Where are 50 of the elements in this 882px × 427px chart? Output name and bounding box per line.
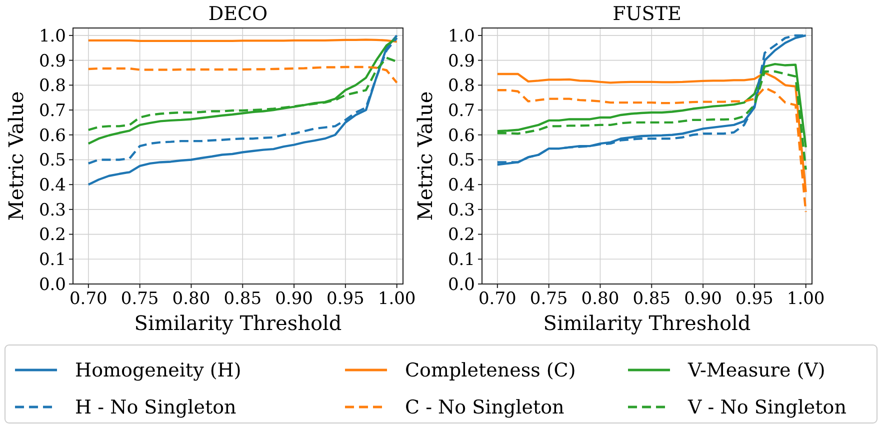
- y-axis-title: Metric Value: [413, 91, 437, 221]
- line-series: [87, 36, 398, 145]
- y-tick-label: 0.7: [38, 100, 66, 121]
- y-tick-label: 0.9: [448, 51, 475, 72]
- y-tick-label: 1.0: [38, 26, 66, 46]
- x-tick-label: 1.00: [786, 289, 825, 309]
- y-tick-label: 0.2: [448, 225, 475, 246]
- x-tick-label: 0.80: [581, 289, 620, 309]
- x-tick-label: 0.90: [684, 289, 722, 309]
- x-tick-label: 1.00: [378, 289, 416, 309]
- x-tick-label: 0.85: [632, 289, 671, 309]
- x-tick-label: 0.95: [736, 289, 774, 309]
- legend-label: C - No Singleton: [405, 396, 564, 419]
- x-tick-label: 0.90: [275, 289, 313, 309]
- x-tick-label: 0.80: [172, 289, 210, 309]
- legend-label: Homogeneity (H): [75, 360, 242, 382]
- y-tick-label: 0.8: [38, 76, 66, 96]
- x-tick-label: 0.85: [224, 289, 262, 309]
- y-tick-label: 0.1: [38, 250, 66, 270]
- x-tick-label: 0.70: [478, 289, 516, 309]
- y-tick-label: 0.9: [38, 51, 66, 72]
- y-tick-label: 0.4: [448, 176, 475, 196]
- y-tick-label: 1.0: [448, 26, 475, 46]
- y-tick-label: 0.2: [38, 225, 66, 246]
- y-tick-label: 0.5: [38, 150, 66, 171]
- x-tick-label: 0.75: [120, 289, 159, 309]
- legend-label: H - No Singleton: [75, 396, 236, 419]
- x-axis-title: Similarity Threshold: [134, 311, 342, 335]
- y-tick-label: 0.0: [38, 274, 66, 295]
- legend-label: V-Measure (V): [687, 360, 826, 382]
- chart-title: DECO: [208, 3, 268, 25]
- y-tick-label: 0.4: [38, 176, 66, 196]
- y-tick-label: 0.8: [448, 76, 475, 96]
- y-tick-label: 0.1: [448, 250, 475, 270]
- y-tick-label: 0.0: [448, 274, 475, 295]
- y-axis-title: Metric Value: [4, 91, 28, 221]
- legend-label: Completeness (C): [405, 360, 576, 382]
- x-tick-label: 0.95: [326, 289, 364, 309]
- x-tick-label: 0.70: [69, 289, 108, 309]
- y-tick-label: 0.7: [448, 100, 475, 121]
- chart-title: FUSTE: [612, 3, 682, 25]
- x-axis-title: Similarity Threshold: [543, 311, 751, 335]
- y-tick-label: 0.3: [448, 200, 475, 220]
- x-tick-label: 0.75: [530, 289, 568, 309]
- legend-label: V - No Singleton: [687, 396, 846, 419]
- y-tick-label: 0.6: [448, 126, 475, 146]
- y-tick-label: 0.6: [38, 126, 66, 146]
- y-tick-label: 0.5: [448, 150, 475, 171]
- y-tick-label: 0.3: [38, 200, 66, 220]
- line-series: [87, 66, 398, 84]
